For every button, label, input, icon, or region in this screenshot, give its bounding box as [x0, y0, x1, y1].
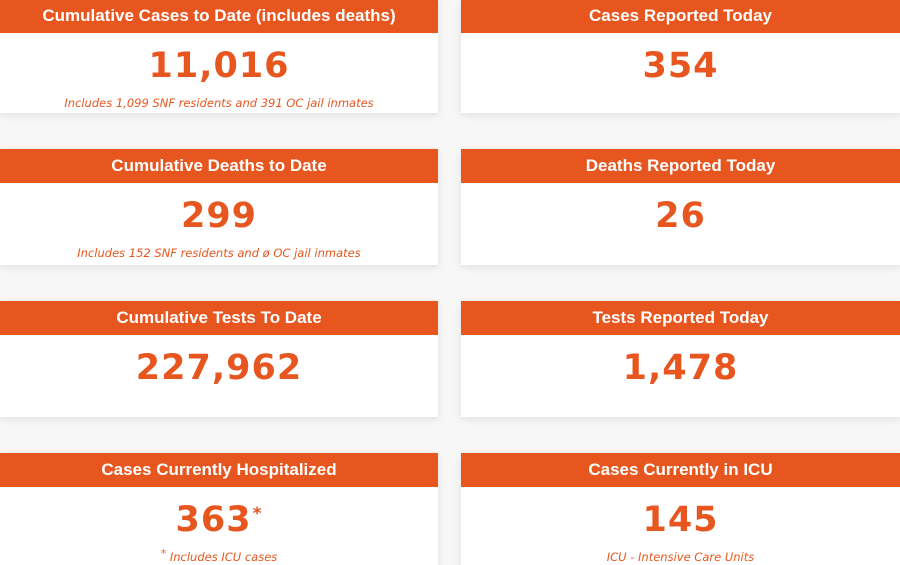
- card-cases-today: Cases Reported Today 354: [461, 0, 900, 113]
- card-title: Cases Reported Today: [461, 0, 900, 33]
- card-hospitalized: Cases Currently Hospitalized 363* * Incl…: [0, 453, 438, 565]
- card-value: 11,016: [148, 46, 290, 86]
- card-tests-today: Tests Reported Today 1,478: [461, 301, 900, 417]
- card-title: Cumulative Tests To Date: [0, 301, 438, 335]
- card-value: 145: [642, 500, 719, 540]
- card-note: Includes 1,099 SNF residents and 391 OC …: [64, 96, 374, 110]
- card-value-wrapper: 363*: [0, 500, 438, 540]
- card-value: 26: [655, 196, 706, 236]
- card-value: 363: [175, 500, 252, 540]
- card-cumulative-tests: Cumulative Tests To Date 227,962: [0, 301, 438, 417]
- card-title: Cumulative Cases to Date (includes death…: [0, 0, 438, 33]
- card-cumulative-deaths: Cumulative Deaths to Date 299 Includes 1…: [0, 149, 438, 265]
- card-title: Cases Currently in ICU: [461, 453, 900, 487]
- card-note: Includes ICU cases: [169, 550, 278, 564]
- card-title: Cumulative Deaths to Date: [0, 149, 438, 183]
- card-icu: Cases Currently in ICU 145 ICU - Intensi…: [461, 453, 900, 565]
- footnote-marker: *: [160, 547, 167, 560]
- card-note: ICU - Intensive Care Units: [606, 550, 755, 564]
- card-title: Deaths Reported Today: [461, 149, 900, 183]
- card-note: Includes 152 SNF residents and ø OC jail…: [77, 246, 361, 260]
- card-value: 299: [180, 196, 258, 236]
- footnote-marker: *: [252, 504, 263, 524]
- card-value: 227,962: [135, 348, 303, 388]
- card-title: Cases Currently Hospitalized: [0, 453, 438, 487]
- card-title: Tests Reported Today: [461, 301, 900, 335]
- card-cumulative-cases: Cumulative Cases to Date (includes death…: [0, 0, 438, 113]
- card-value: 1,478: [622, 348, 739, 388]
- card-deaths-today: Deaths Reported Today 26: [461, 149, 900, 265]
- card-note-wrapper: * Includes ICU cases: [0, 547, 438, 564]
- card-value: 354: [642, 46, 719, 86]
